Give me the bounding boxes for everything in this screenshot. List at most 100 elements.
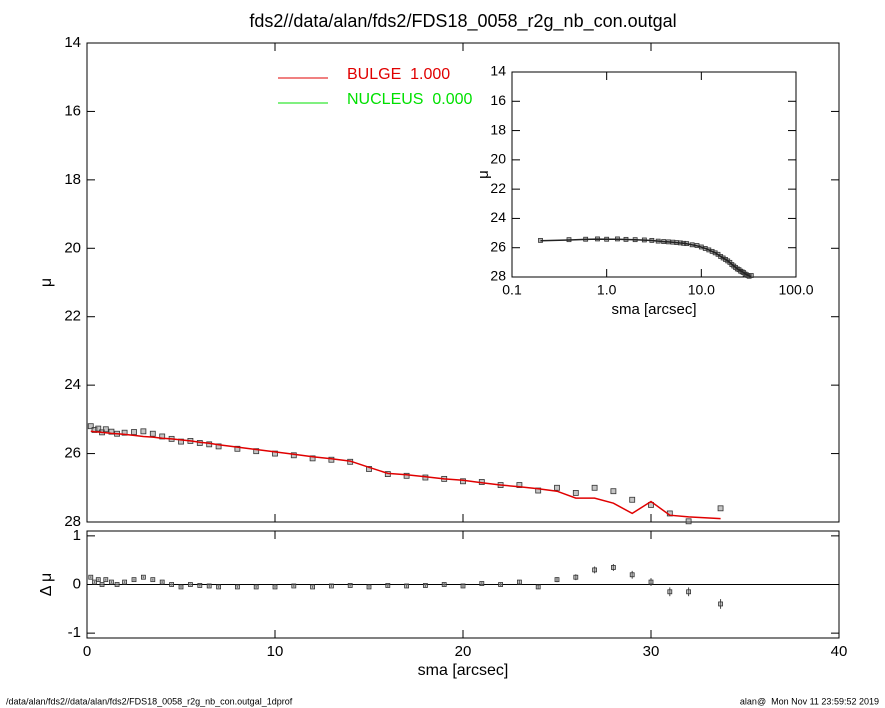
y-tick-label: 26 xyxy=(490,238,506,254)
x-tick-label: 10 xyxy=(267,643,284,660)
data-point xyxy=(234,445,241,452)
y-tick-label: 26 xyxy=(64,445,81,462)
data-point xyxy=(686,589,691,595)
data-point xyxy=(347,583,353,588)
data-point xyxy=(479,581,485,586)
y-tick-label: 28 xyxy=(490,268,506,284)
data-point xyxy=(95,577,101,583)
data-point xyxy=(667,589,673,595)
data-point xyxy=(216,584,222,590)
data-point xyxy=(253,448,260,455)
y-tick-label: 1 xyxy=(73,527,81,544)
data-point xyxy=(187,582,193,587)
data-point xyxy=(178,584,184,590)
y-tick-label: 16 xyxy=(490,92,506,108)
y-axis-label: μ xyxy=(38,278,55,287)
data-point xyxy=(291,583,297,589)
x-tick-label: 20 xyxy=(455,643,472,660)
data-point xyxy=(131,429,137,435)
data-point xyxy=(366,584,372,590)
data-point xyxy=(310,584,316,590)
data-point xyxy=(92,579,97,585)
data-point xyxy=(169,582,175,587)
data-point xyxy=(197,583,203,588)
y-tick-label: 20 xyxy=(64,239,81,256)
data-point xyxy=(629,572,635,578)
legend-label: NUCLEUS 0.000 xyxy=(347,91,472,108)
inset-background xyxy=(510,70,798,279)
data-point xyxy=(140,428,147,435)
y-tick-label: -1 xyxy=(68,624,81,641)
y-tick-label: 14 xyxy=(64,34,81,51)
y-tick-label: 0 xyxy=(73,575,81,592)
data-point xyxy=(272,450,278,457)
data-point xyxy=(87,423,94,430)
data-point xyxy=(592,567,597,573)
data-point xyxy=(102,426,109,433)
data-point xyxy=(441,582,447,587)
data-point xyxy=(103,577,109,583)
data-point xyxy=(131,577,137,583)
data-point xyxy=(140,574,146,580)
data-point xyxy=(149,430,156,437)
data-point xyxy=(404,583,410,589)
data-point xyxy=(159,579,165,585)
footer-right: alan@ Mon Nov 11 23:59:52 2019 xyxy=(740,696,879,706)
y-tick-label: 18 xyxy=(490,121,506,137)
y-tick-label: 22 xyxy=(64,308,81,325)
model-line xyxy=(90,430,721,520)
y-tick-label: 28 xyxy=(64,513,81,530)
x-axis-label: sma [arcsec] xyxy=(611,301,696,318)
data-point xyxy=(591,484,598,491)
y-tick-label: 22 xyxy=(490,180,506,196)
data-point xyxy=(573,574,579,580)
data-point xyxy=(108,428,115,435)
data-point xyxy=(460,583,466,589)
data-point xyxy=(309,455,316,462)
y-tick-label: 24 xyxy=(490,209,506,225)
data-point xyxy=(498,582,504,587)
data-point xyxy=(234,584,240,590)
data-point xyxy=(206,583,212,589)
data-point xyxy=(366,466,372,472)
x-tick-label: 1.0 xyxy=(597,282,617,298)
data-point xyxy=(422,583,428,588)
data-point xyxy=(253,584,259,590)
data-point xyxy=(121,429,128,436)
plot-frame xyxy=(511,71,797,278)
data-point xyxy=(215,443,222,450)
footer-left: /data/alan/fds2//data/alan/fds2/FDS18_00… xyxy=(6,696,293,706)
x-tick-label: 0 xyxy=(83,643,91,660)
y-tick-label: 24 xyxy=(64,376,81,393)
data-point xyxy=(648,579,654,585)
y-tick-label: 18 xyxy=(64,171,81,188)
data-point xyxy=(99,582,105,587)
data-point xyxy=(535,487,542,494)
y-tick-label: 14 xyxy=(490,63,506,79)
data-point xyxy=(610,488,617,495)
legend-label: BULGE 1.000 xyxy=(347,66,450,83)
data-point xyxy=(385,583,391,588)
data-point xyxy=(88,574,94,580)
data-point xyxy=(122,579,127,585)
data-point xyxy=(535,584,541,590)
data-point xyxy=(611,565,616,570)
data-point xyxy=(685,518,692,525)
y-tick-label: 16 xyxy=(64,102,81,119)
data-point xyxy=(109,579,114,585)
data-point xyxy=(114,582,120,587)
x-tick-label: 40 xyxy=(831,643,848,660)
data-point xyxy=(554,577,560,583)
data-point xyxy=(572,490,579,496)
x-tick-label: 30 xyxy=(643,643,660,660)
x-axis-label: sma [arcsec] xyxy=(418,662,509,679)
data-point xyxy=(717,505,724,512)
x-tick-label: 10.0 xyxy=(688,282,715,298)
y-axis-label: Δ μ xyxy=(38,573,55,596)
data-point xyxy=(629,496,636,503)
data-point xyxy=(328,583,334,589)
x-tick-label: 100.0 xyxy=(778,282,813,298)
chart-title: fds2//data/alan/fds2/FDS18_0058_r2g_nb_c… xyxy=(249,11,676,32)
data-point xyxy=(718,601,723,607)
data-point xyxy=(517,579,522,585)
